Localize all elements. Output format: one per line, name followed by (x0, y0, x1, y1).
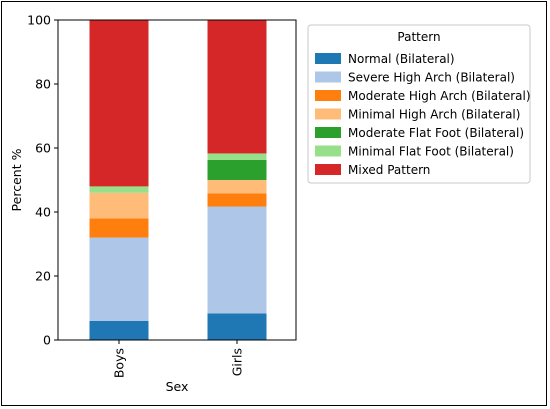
legend-entry-label: Normal (Bilateral) (348, 52, 455, 66)
bar-boys-segment-1 (89, 237, 149, 321)
bars-layer (89, 20, 267, 340)
plot-area-border (57, 19, 297, 341)
x-tick-label: Boys (112, 348, 127, 378)
legend-swatch (315, 164, 341, 175)
bar-girls-segment-4 (207, 159, 267, 180)
legend-entry-label: Severe High Arch (Bilateral) (348, 71, 515, 85)
y-axis-label: Percent % (9, 148, 24, 211)
legend-swatch (315, 108, 341, 120)
bar-girls-segment-0 (207, 313, 267, 340)
bar-girls-segment-5 (207, 153, 267, 160)
y-axis: 0 20 40 60 80 100 (27, 13, 58, 348)
x-axis-label: Sex (166, 379, 189, 394)
y-tick-label: 40 (35, 205, 51, 220)
legend: Pattern Normal (Bilateral) Severe High Ar… (307, 24, 531, 184)
bar-boys-segment-6 (89, 20, 149, 187)
x-tick-label: Girls (230, 348, 245, 376)
bar-girls-segment-6 (207, 20, 267, 154)
legend-box (307, 24, 531, 184)
bar-girls-segment-3 (207, 180, 267, 194)
y-tick-label: 20 (35, 269, 51, 284)
bar-boys-segment-0 (89, 320, 149, 340)
legend-title: Pattern (397, 30, 440, 44)
legend-swatch (315, 145, 341, 157)
y-tick-label: 0 (43, 333, 51, 348)
bar-boys-segment-2 (89, 218, 149, 238)
bar-boys-segment-3 (89, 192, 149, 219)
legend-entry-label: Mixed Pattern (348, 163, 430, 177)
y-tick-label: 80 (35, 77, 51, 92)
legend-entry-label: Minimal High Arch (Bilateral) (348, 108, 520, 122)
legend-swatch (315, 53, 341, 64)
legend-entry-label: Minimal Flat Foot (Bilateral) (348, 145, 514, 159)
y-tick-label: 100 (27, 13, 51, 28)
bar-girls-segment-2 (207, 193, 267, 207)
legend-swatch (315, 71, 341, 83)
legend-swatch (315, 90, 341, 101)
bar-girls-segment-1 (207, 206, 267, 314)
bar-boys-segment-5 (89, 186, 149, 193)
legend-entry-label: Moderate Flat Foot (Bilateral) (348, 126, 524, 140)
x-axis: Boys Girls (112, 340, 245, 378)
legend-swatch (315, 127, 341, 138)
y-tick-label: 60 (35, 141, 51, 156)
legend-entry-label: Moderate High Arch (Bilateral) (348, 89, 531, 103)
